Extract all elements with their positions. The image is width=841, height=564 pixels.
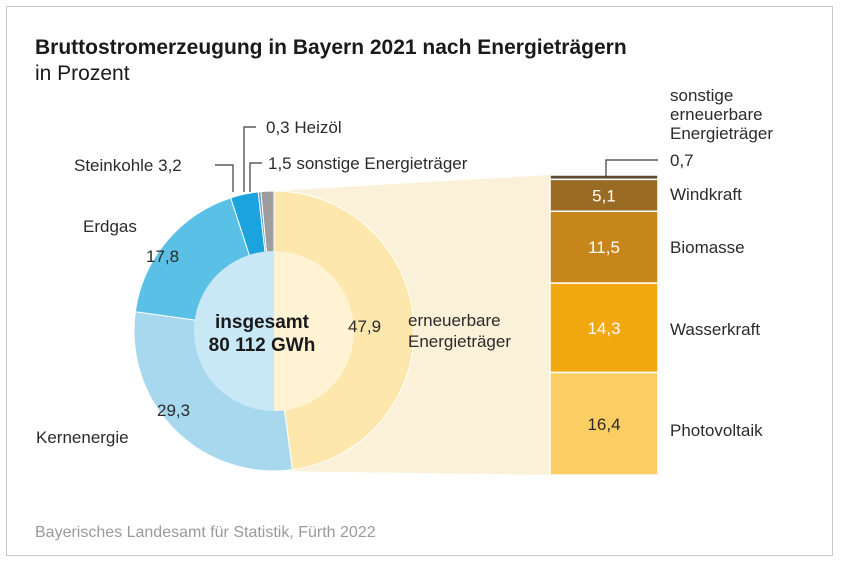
value-erneuerbar: 47,9 [348, 317, 381, 336]
label-kernenergie: Kernenergie [36, 428, 129, 447]
chart-title: Bruttostromerzeugung in Bayern 2021 nach… [35, 36, 627, 59]
inner-disc-left [194, 251, 274, 411]
label-photovoltaik: Photovoltaik [670, 421, 763, 440]
label-erdgas: Erdgas [83, 217, 137, 236]
label-erneuerbar-line2: Energieträger [408, 332, 511, 351]
donut-chart [133, 190, 415, 472]
label-wasserkraft: Wasserkraft [670, 320, 760, 339]
label-heizoel: 0,3 Heizöl [266, 118, 342, 137]
leader-sonstige [249, 162, 262, 192]
bar-value-wasserkraft: 14,3 [587, 319, 620, 338]
bar-segment-photovoltaik [549, 371, 659, 476]
bar-value-photovoltaik: 16,4 [587, 415, 620, 434]
bar-segment-biomasse [549, 210, 659, 284]
label-sonstige-erneuerbare-line3: Energieträger [670, 124, 773, 143]
label-windkraft: Windkraft [670, 185, 742, 204]
chart-subtitle: in Prozent [35, 62, 130, 85]
center-label-total: insgesamt [215, 312, 310, 333]
center-label-gwh: 80 112 GWh [209, 335, 316, 356]
value-kernenergie: 29,3 [157, 401, 190, 420]
inner-disc-right [274, 251, 354, 411]
leader-heizoel [243, 126, 256, 192]
leader-sonstige-erneuerbare [605, 159, 658, 178]
leader-lines [215, 126, 658, 192]
label-sonstige-erneuerbare-line2: erneuerbare [670, 105, 763, 124]
label-biomasse: Biomasse [670, 238, 745, 257]
stacked-bar: 5,1 11,5 14,3 16,4 [549, 174, 659, 476]
leader-steinkohle [215, 164, 234, 192]
label-erneuerbar-line1: erneuerbare [408, 311, 501, 330]
source-note: Bayerisches Landesamt für Statistik, Für… [35, 524, 376, 541]
value-sonstige-erneuerbare: 0,7 [670, 151, 694, 170]
bar-segment-wasserkraft [549, 282, 659, 374]
bar-value-windkraft: 5,1 [592, 186, 616, 205]
value-erdgas: 17,8 [146, 247, 179, 266]
bar-value-biomasse: 11,5 [588, 238, 620, 257]
label-sonstige-erneuerbare-line1: sonstige [670, 86, 733, 105]
label-steinkohle: Steinkohle 3,2 [74, 156, 182, 175]
label-sonstige: 1,5 sonstige Energieträger [268, 154, 468, 173]
